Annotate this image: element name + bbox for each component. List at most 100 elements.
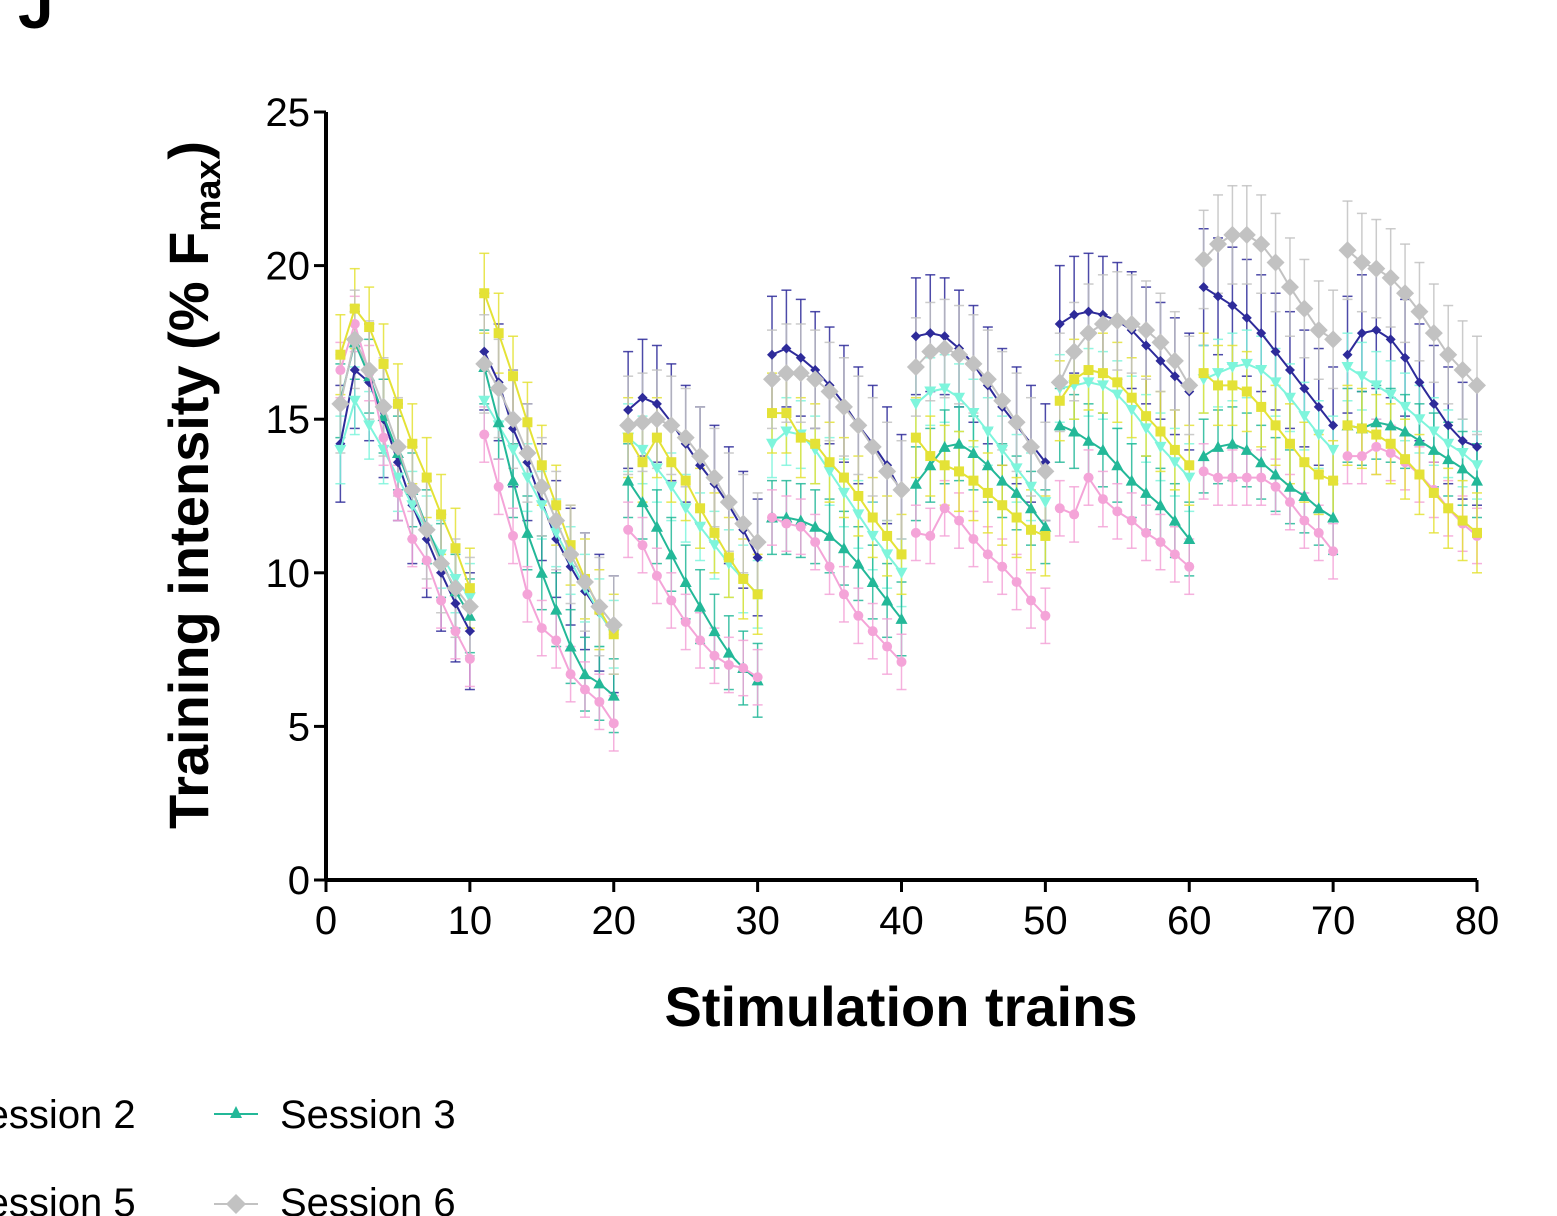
data-point-session-4 xyxy=(407,534,418,545)
data-point-session-5 xyxy=(493,328,504,339)
data-point-session-5 xyxy=(925,451,936,462)
data-point-session-3 xyxy=(1384,419,1397,431)
data-point-session-6 xyxy=(561,545,580,564)
data-point-session-1 xyxy=(781,343,792,354)
data-point-session-1 xyxy=(1270,346,1281,357)
data-point-session-3 xyxy=(924,459,937,471)
data-point-session-6 xyxy=(791,364,810,383)
data-point-session-2 xyxy=(1082,377,1095,389)
series-line-session-6 xyxy=(339,336,471,608)
data-point-session-3 xyxy=(1140,486,1153,498)
series-line-session-3 xyxy=(915,442,1047,528)
data-point-session-2 xyxy=(881,549,894,561)
data-point-session-2 xyxy=(1471,460,1483,472)
data-point-session-6 xyxy=(460,597,479,616)
data-point-session-3 xyxy=(1240,443,1253,455)
data-point-session-6 xyxy=(1151,333,1170,352)
y-tick-label: 15 xyxy=(266,398,311,442)
data-point-session-4 xyxy=(551,635,562,646)
data-point-session-3 xyxy=(1082,434,1095,446)
data-point-session-1 xyxy=(1213,291,1224,302)
data-point-session-4 xyxy=(1040,610,1051,621)
series-line-session-3 xyxy=(1203,442,1334,519)
data-point-session-5 xyxy=(1141,411,1152,422)
data-point-session-3 xyxy=(1413,434,1426,446)
data-point-session-5 xyxy=(450,543,461,554)
data-point-session-5 xyxy=(1428,487,1439,498)
data-point-session-6 xyxy=(604,616,623,635)
data-point-session-2 xyxy=(1212,368,1225,380)
data-point-session-5 xyxy=(1184,460,1195,471)
series-lines xyxy=(331,225,1486,729)
data-point-session-1 xyxy=(695,460,706,471)
data-point-session-5 xyxy=(1356,423,1367,434)
series-line-session-5 xyxy=(915,436,1046,537)
data-point-session-4 xyxy=(867,626,878,637)
data-point-session-6 xyxy=(1194,250,1213,269)
series-line-session-2 xyxy=(1059,381,1191,479)
data-point-session-2 xyxy=(1355,371,1368,383)
data-point-session-2 xyxy=(909,398,922,410)
data-point-session-4 xyxy=(695,635,706,646)
data-point-session-3 xyxy=(1154,499,1167,511)
data-point-session-6 xyxy=(1396,284,1415,303)
data-point-session-2 xyxy=(1283,392,1296,404)
series-line-session-4 xyxy=(915,506,1047,617)
data-point-session-3 xyxy=(981,459,994,471)
data-point-session-3 xyxy=(521,526,534,538)
data-point-session-6 xyxy=(1036,462,1055,481)
series-line-session-4 xyxy=(627,529,759,679)
series-line-session-5 xyxy=(1058,368,1191,466)
data-point-session-5 xyxy=(349,303,360,314)
data-point-session-4 xyxy=(1342,451,1353,462)
series-line-session-4 xyxy=(1059,475,1190,568)
data-point-session-2 xyxy=(1111,389,1124,401)
data-point-session-3 xyxy=(1442,453,1455,465)
data-point-session-6 xyxy=(417,520,436,539)
data-point-session-1 xyxy=(1169,371,1180,382)
data-point-session-4 xyxy=(752,672,763,683)
series-line-session-3 xyxy=(1059,424,1191,540)
data-point-session-5 xyxy=(436,509,447,520)
data-point-session-4 xyxy=(464,653,475,664)
data-point-session-2 xyxy=(694,521,707,533)
data-point-session-2 xyxy=(1427,426,1440,438)
data-point-session-6 xyxy=(1237,225,1256,244)
x-tick-label: 50 xyxy=(1023,899,1068,943)
data-point-session-6 xyxy=(1266,253,1285,272)
data-point-session-4 xyxy=(623,524,634,535)
data-point-session-6 xyxy=(619,416,638,435)
data-point-session-3 xyxy=(1068,425,1081,437)
data-point-session-3 xyxy=(866,576,879,588)
data-point-session-5 xyxy=(824,457,835,468)
data-point-session-4 xyxy=(997,561,1008,572)
y-axis-title-main: Training intensity (% F xyxy=(157,232,220,829)
data-point-session-6 xyxy=(1424,324,1443,343)
data-point-session-1 xyxy=(1241,312,1252,323)
data-point-session-5 xyxy=(939,460,950,471)
series-line-session-6 xyxy=(1202,233,1334,341)
data-point-session-6 xyxy=(432,554,451,573)
data-point-session-6 xyxy=(1252,235,1271,254)
data-point-session-1 xyxy=(1141,340,1152,351)
data-point-session-5 xyxy=(1328,475,1339,486)
data-point-session-3 xyxy=(578,668,591,680)
data-point-session-1 xyxy=(752,552,763,563)
x-tick-label: 40 xyxy=(879,899,924,943)
data-point-session-4 xyxy=(767,512,778,523)
series-line-session-4 xyxy=(771,516,903,663)
data-point-session-4 xyxy=(723,659,734,670)
data-point-session-4 xyxy=(1025,595,1036,606)
data-point-session-1 xyxy=(1299,383,1310,394)
data-point-session-2 xyxy=(478,395,491,407)
data-point-session-4 xyxy=(853,610,864,621)
data-point-session-3 xyxy=(593,677,606,689)
data-point-session-4 xyxy=(939,503,950,514)
data-point-session-3 xyxy=(607,689,620,701)
legend-label-session-2: Session 2 xyxy=(0,1093,136,1137)
data-point-session-6 xyxy=(575,573,594,592)
data-point-session-5 xyxy=(1025,524,1036,535)
data-point-session-6 xyxy=(1209,235,1228,254)
data-point-session-4 xyxy=(1097,494,1108,505)
data-point-session-5 xyxy=(1097,368,1108,379)
